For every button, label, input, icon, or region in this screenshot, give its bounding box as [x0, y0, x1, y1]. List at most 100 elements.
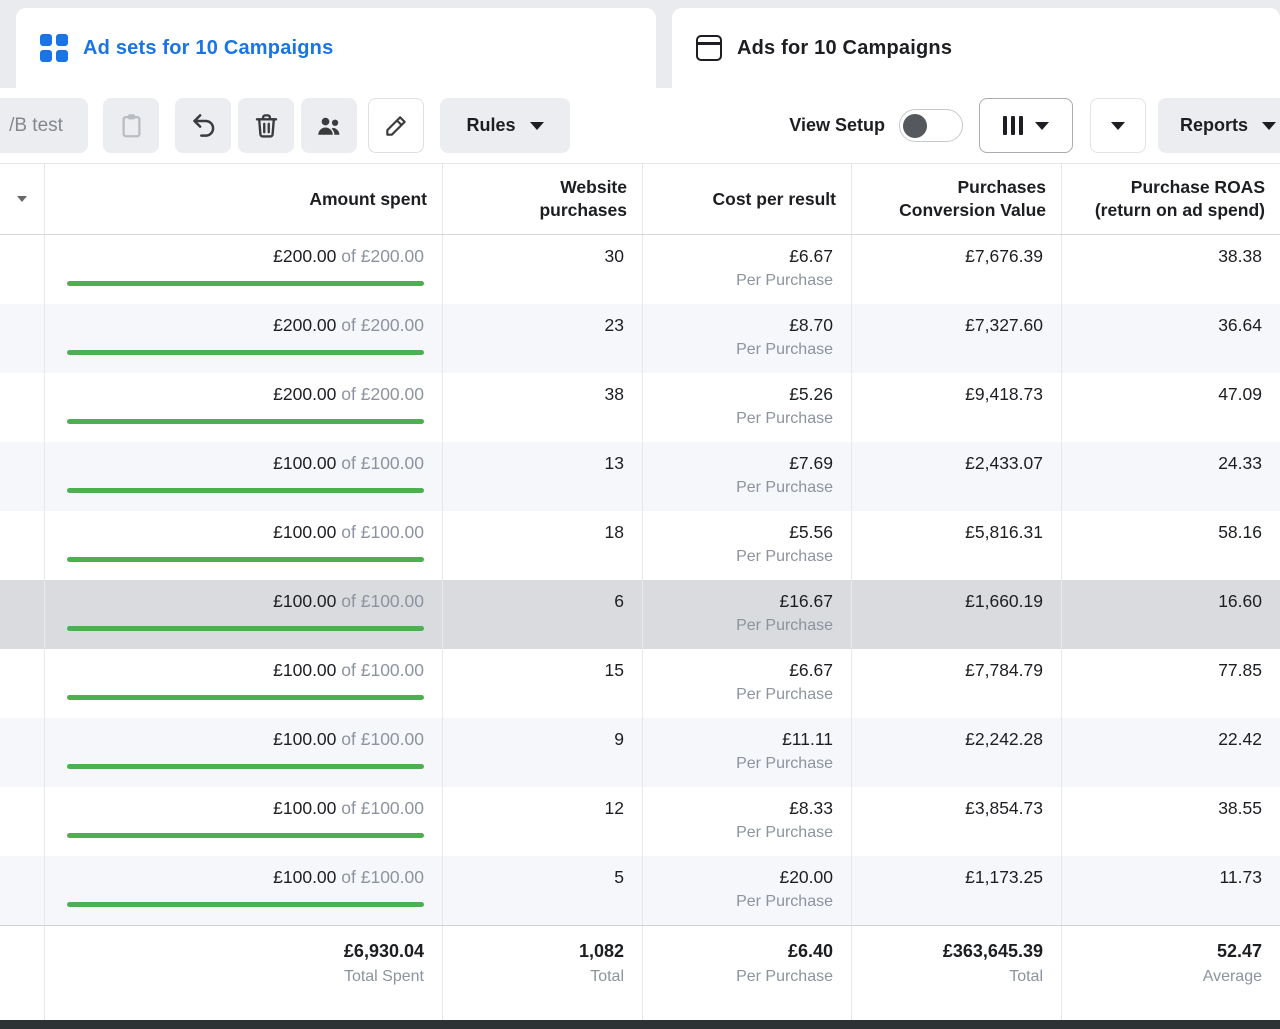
tab-bar: Ad sets for 10 Campaigns Ads for 10 Camp… — [0, 0, 1280, 88]
tab-ads-label: Ads for 10 Campaigns — [737, 36, 953, 59]
roas-cell: 36.64 — [1218, 315, 1262, 335]
amount-spent-cell: £200.00 of £200.00 — [45, 373, 443, 442]
conversion-value-cell: £7,784.79 — [852, 649, 1062, 718]
row-select-cell — [0, 580, 45, 649]
delete-button[interactable] — [238, 98, 294, 153]
table-row[interactable]: £100.00 of £100.00 18 £5.56 Per Purchase… — [0, 511, 1280, 580]
conversion-value-cell: £3,854.73 — [852, 787, 1062, 856]
table-row[interactable]: £100.00 of £100.00 15 £6.67 Per Purchase… — [0, 649, 1280, 718]
undo-icon — [190, 112, 217, 139]
chevron-down-icon — [1111, 121, 1125, 130]
budget-progress-bar — [67, 557, 424, 562]
conversion-value-cell: £7,676.39 — [852, 235, 1062, 304]
header-conversion-value[interactable]: Purchases Conversion Value — [852, 164, 1062, 234]
edit-pen-icon — [383, 113, 409, 139]
budget-progress-bar — [67, 350, 424, 355]
header-select-column[interactable] — [0, 164, 45, 234]
conversion-value-cell: £2,433.07 — [852, 442, 1062, 511]
table-header: Amount spent Website purchases Cost per … — [0, 163, 1280, 235]
amount-spent-cell: £100.00 of £100.00 — [45, 580, 443, 649]
budget-progress-bar — [67, 764, 424, 769]
toggle-knob — [903, 113, 927, 138]
rules-button[interactable]: Rules — [440, 98, 570, 153]
roas-cell: 38.55 — [1218, 798, 1262, 818]
amount-spent-cell: £100.00 of £100.00 — [45, 511, 443, 580]
footer-amount-spent: £6,930.04 Total Spent — [45, 926, 443, 1020]
tab-adsets-label: Ad sets for 10 Campaigns — [83, 36, 334, 59]
footer-cost-per-result: £6.40 Per Purchase — [643, 926, 852, 1020]
row-select-cell — [0, 373, 45, 442]
amount-spent-cell: £100.00 of £100.00 — [45, 856, 443, 925]
trash-icon — [253, 112, 280, 139]
website-purchases-cell: 5 — [443, 856, 643, 925]
conversion-value-cell: £9,418.73 — [852, 373, 1062, 442]
amount-spent-cell: £100.00 of £100.00 — [45, 787, 443, 856]
website-purchases-cell: 30 — [443, 235, 643, 304]
chevron-down-icon — [1035, 121, 1050, 130]
table-row[interactable]: £100.00 of £100.00 5 £20.00 Per Purchase… — [0, 856, 1280, 925]
header-amount-spent[interactable]: Amount spent — [45, 164, 443, 234]
table-row[interactable]: £100.00 of £100.00 9 £11.11 Per Purchase… — [0, 718, 1280, 787]
people-icon — [315, 112, 343, 140]
cost-per-result-cell: £8.70 Per Purchase — [643, 304, 852, 373]
website-purchases-cell: 15 — [443, 649, 643, 718]
sort-chevron-icon — [17, 196, 27, 202]
conversion-value-cell: £5,816.31 — [852, 511, 1062, 580]
cost-per-result-cell: £5.26 Per Purchase — [643, 373, 852, 442]
tab-ads[interactable]: Ads for 10 Campaigns — [672, 8, 1280, 88]
header-website-purchases[interactable]: Website purchases — [443, 164, 643, 234]
cost-per-result-cell: £16.67 Per Purchase — [643, 580, 852, 649]
table-body: £200.00 of £200.00 30 £6.67 Per Purchase… — [0, 235, 1280, 925]
ads-window-icon — [696, 35, 722, 61]
row-select-cell — [0, 856, 45, 925]
columns-icon — [1002, 116, 1024, 135]
roas-cell: 77.85 — [1218, 660, 1262, 680]
breakdown-dropdown-button[interactable] — [1090, 98, 1146, 153]
header-purchase-roas[interactable]: Purchase ROAS (return on ad spend) — [1094, 177, 1265, 220]
table-row[interactable]: £100.00 of £100.00 6 £16.67 Per Purchase… — [0, 580, 1280, 649]
row-select-cell — [0, 511, 45, 580]
row-select-cell — [0, 718, 45, 787]
cost-per-result-cell: £5.56 Per Purchase — [643, 511, 852, 580]
rules-label: Rules — [466, 115, 516, 135]
undo-button[interactable] — [175, 98, 231, 153]
columns-button[interactable] — [979, 98, 1073, 153]
cost-per-result-cell: £7.69 Per Purchase — [643, 442, 852, 511]
row-select-cell — [0, 649, 45, 718]
budget-progress-bar — [67, 902, 424, 907]
table-row[interactable]: £200.00 of £200.00 38 £5.26 Per Purchase… — [0, 373, 1280, 442]
table-row[interactable]: £200.00 of £200.00 30 £6.67 Per Purchase… — [0, 235, 1280, 304]
amount-spent-cell: £200.00 of £200.00 — [45, 235, 443, 304]
budget-progress-bar — [67, 281, 424, 286]
bottom-edge-strip — [0, 1020, 1280, 1029]
conversion-value-cell: £1,173.25 — [852, 856, 1062, 925]
cost-per-result-cell: £6.67 Per Purchase — [643, 235, 852, 304]
budget-progress-bar — [67, 419, 424, 424]
toolbar: /B test — [0, 88, 1280, 163]
view-setup-toggle[interactable] — [899, 109, 963, 142]
roas-cell: 22.42 — [1218, 729, 1262, 749]
budget-progress-bar — [67, 833, 424, 838]
footer-purchase-roas: 52.47 Average — [1202, 941, 1262, 985]
budget-progress-bar — [67, 488, 424, 493]
footer-select-cell — [0, 926, 45, 1020]
table-row[interactable]: £100.00 of £100.00 12 £8.33 Per Purchase… — [0, 787, 1280, 856]
roas-cell: 11.73 — [1219, 867, 1263, 887]
amount-spent-cell: £100.00 of £100.00 — [45, 718, 443, 787]
chevron-down-icon — [1262, 121, 1277, 130]
table-row[interactable]: £100.00 of £100.00 13 £7.69 Per Purchase… — [0, 442, 1280, 511]
table-row[interactable]: £200.00 of £200.00 23 £8.70 Per Purchase… — [0, 304, 1280, 373]
budget-progress-bar — [67, 695, 424, 700]
conversion-value-cell: £7,327.60 — [852, 304, 1062, 373]
roas-cell: 16.60 — [1218, 591, 1262, 611]
tab-adsets[interactable]: Ad sets for 10 Campaigns — [16, 8, 656, 88]
header-cost-per-result[interactable]: Cost per result — [643, 164, 852, 234]
paste-button[interactable] — [103, 98, 159, 153]
audience-button[interactable] — [301, 98, 357, 153]
website-purchases-cell: 18 — [443, 511, 643, 580]
view-setup-label: View Setup — [789, 115, 885, 135]
ab-test-button[interactable]: /B test — [0, 98, 88, 153]
edit-button[interactable] — [368, 98, 424, 153]
website-purchases-cell: 23 — [443, 304, 643, 373]
reports-button[interactable]: Reports — [1158, 98, 1280, 153]
